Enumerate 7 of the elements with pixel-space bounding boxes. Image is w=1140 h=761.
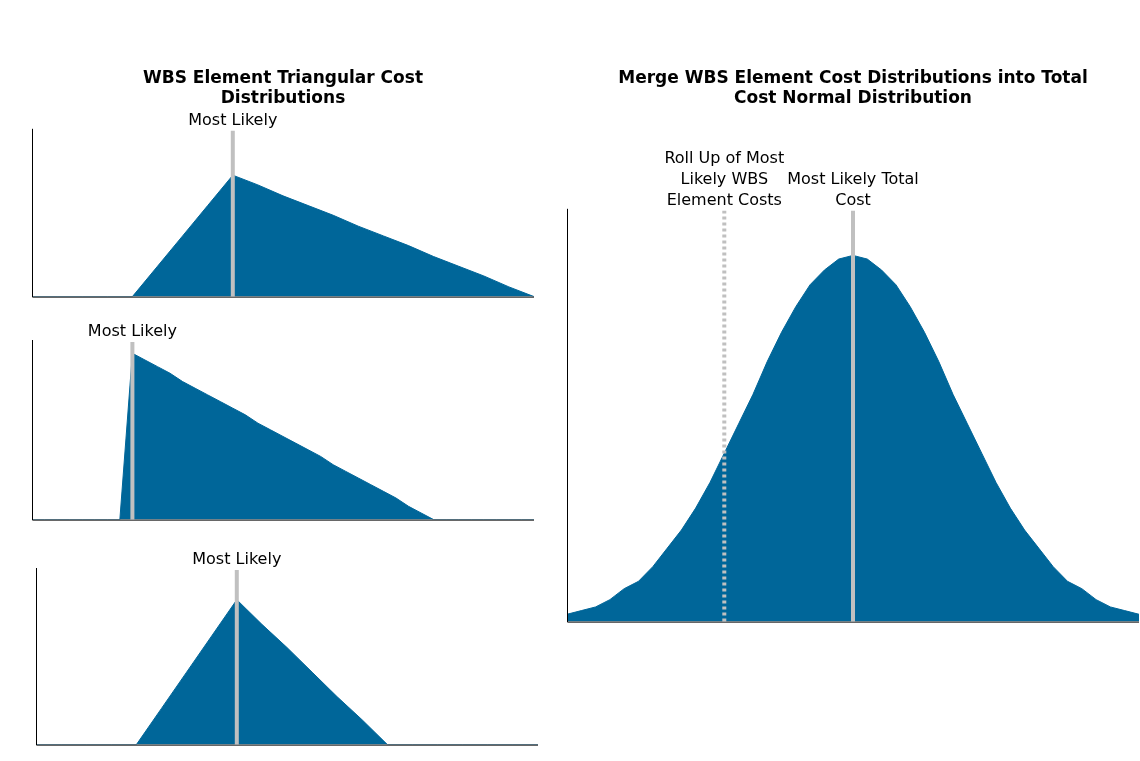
text: Most Likely — [87, 321, 177, 341]
chart-title: WBS Element Triangular Cost Distributions — [142, 66, 424, 108]
text: Most Likely Total Cost — [787, 168, 919, 209]
text: Roll Up of Most Likely WBS Element Costs — [664, 147, 785, 209]
chart-title: Merge WBS Element Cost Distributions into Total Cost Normal Distribution — [618, 66, 1088, 108]
text: Most Likely — [188, 109, 278, 129]
text: Most Likely — [192, 549, 282, 569]
